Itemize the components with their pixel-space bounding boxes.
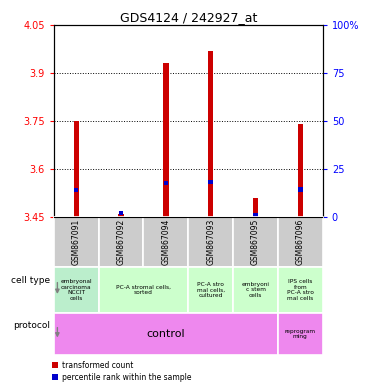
Text: GSM867092: GSM867092 xyxy=(116,219,125,265)
Bar xyxy=(99,267,188,313)
Bar xyxy=(99,217,144,267)
Bar xyxy=(54,267,99,313)
Text: GSM867091: GSM867091 xyxy=(72,219,81,265)
Bar xyxy=(253,213,258,217)
Text: protocol: protocol xyxy=(13,321,50,330)
Bar xyxy=(298,124,303,217)
Bar xyxy=(163,63,168,217)
Bar xyxy=(278,217,323,267)
Text: GSM867095: GSM867095 xyxy=(251,219,260,265)
Text: reprogram
ming: reprogram ming xyxy=(285,329,316,339)
Text: embryoni
c stem
cells: embryoni c stem cells xyxy=(242,282,269,298)
Bar xyxy=(208,51,213,217)
Bar xyxy=(144,217,188,267)
Text: control: control xyxy=(147,329,185,339)
Bar xyxy=(164,181,168,185)
Bar xyxy=(298,187,303,192)
Bar xyxy=(188,267,233,313)
Bar xyxy=(233,267,278,313)
Bar xyxy=(278,267,323,313)
Bar xyxy=(233,217,278,267)
Text: PC-A stro
mal cells,
cultured: PC-A stro mal cells, cultured xyxy=(197,282,225,298)
Bar xyxy=(74,188,78,192)
Bar xyxy=(278,313,323,355)
Title: GDS4124 / 242927_at: GDS4124 / 242927_at xyxy=(119,11,257,24)
Bar xyxy=(188,217,233,267)
Bar xyxy=(54,313,278,355)
Text: GSM867093: GSM867093 xyxy=(206,219,215,265)
Bar xyxy=(253,198,258,217)
Bar xyxy=(73,121,79,217)
Text: embryonal
carcinoma
NCCIT
cells: embryonal carcinoma NCCIT cells xyxy=(60,279,92,301)
Legend: transformed count, percentile rank within the sample: transformed count, percentile rank withi… xyxy=(50,359,193,383)
Text: GSM867094: GSM867094 xyxy=(161,219,170,265)
Bar xyxy=(119,211,123,215)
Bar xyxy=(54,217,99,267)
Text: PC-A stromal cells,
sorted: PC-A stromal cells, sorted xyxy=(116,285,171,295)
Text: GSM867096: GSM867096 xyxy=(296,219,305,265)
Bar xyxy=(209,180,213,184)
Text: IPS cells
from
PC-A stro
mal cells: IPS cells from PC-A stro mal cells xyxy=(287,279,314,301)
Bar xyxy=(118,214,124,217)
Text: cell type: cell type xyxy=(11,276,50,285)
